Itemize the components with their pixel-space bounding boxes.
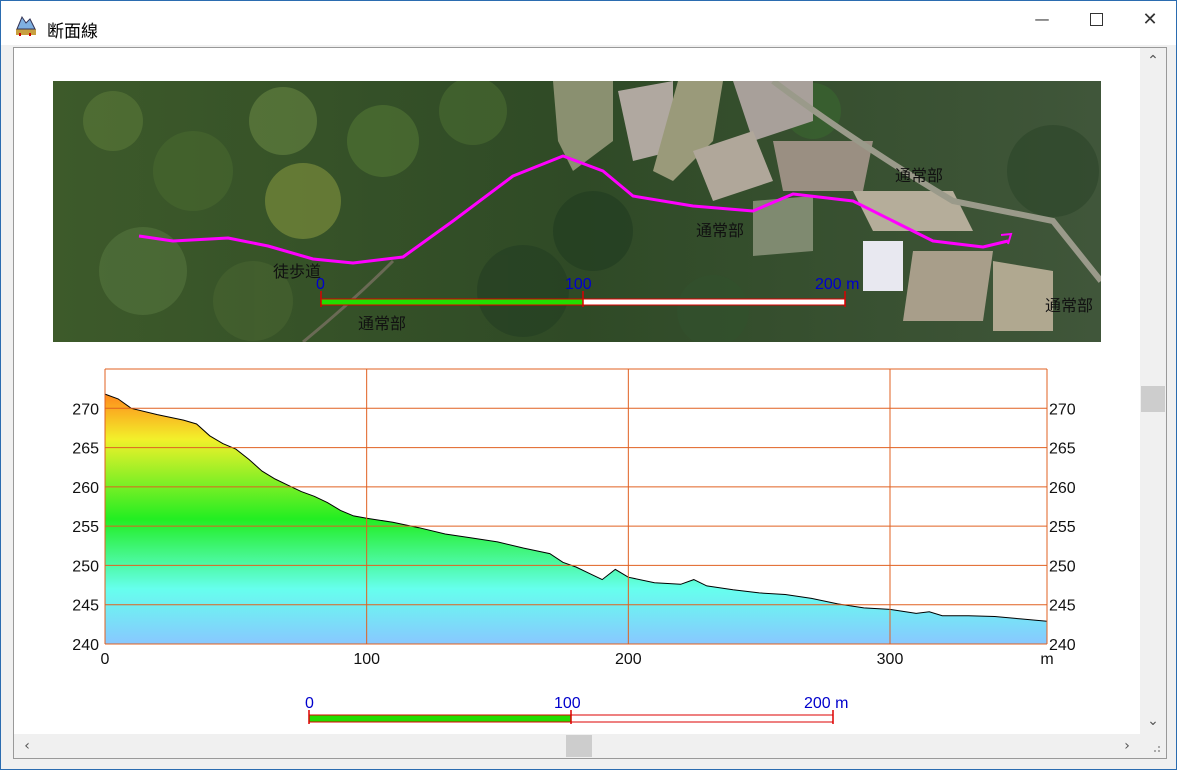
route-line <box>138 154 1009 265</box>
scroll-down-button[interactable]: ⌄ <box>1140 708 1166 734</box>
map-label-road-bottom: 通常部 <box>358 314 406 333</box>
x-tick-label-300: 300 <box>877 651 904 668</box>
close-icon: ✕ <box>1142 8 1158 30</box>
profile-scale-tick-100: 100 <box>554 695 581 712</box>
maximize-button[interactable] <box>1071 1 1121 37</box>
profile-app-icon <box>16 15 36 36</box>
map-scale-tick-0: 0 <box>316 276 325 293</box>
scroll-viewport: 徒歩道 通常部 通常部 通常部 通常部 0 100 200 m <box>14 48 1140 734</box>
elevation-profile-chart: 240 240 245 245 250 250 255 255 260 260 265 265 270 2… <box>72 368 1076 668</box>
y-tick-label-left-255: 255 <box>72 519 99 536</box>
map-scale-bar: 0 100 200 m <box>316 276 859 307</box>
chevron-left-icon: ‹ <box>24 738 30 754</box>
size-grip[interactable] <box>1140 734 1166 758</box>
map-scale-tick-200: 200 m <box>815 276 859 293</box>
y-tick-label-right-260: 260 <box>1049 480 1076 497</box>
y-tick-label-right-265: 265 <box>1049 441 1076 458</box>
scroll-left-button[interactable]: ‹ <box>14 734 40 758</box>
y-tick-label-right-245: 245 <box>1049 598 1076 615</box>
x-tick-label-0: 0 <box>101 651 110 668</box>
elevation-line <box>104 393 1048 622</box>
scroll-right-button[interactable]: › <box>1114 734 1140 758</box>
map-label-road-right: 通常部 <box>1045 296 1093 315</box>
chevron-right-icon: › <box>1124 738 1130 754</box>
profile-scale-tick-200: 200 m <box>804 695 848 712</box>
profile-scale-bar: 0 100 200 m <box>305 695 848 724</box>
vertical-scrollbar[interactable]: ⌃ ⌄ <box>1140 48 1166 734</box>
scroll-up-button[interactable]: ⌃ <box>1140 48 1166 74</box>
y-tick-label-right-255: 255 <box>1049 519 1076 536</box>
title-bar[interactable]: 断面線 — ✕ <box>1 1 1176 45</box>
y-tick-label-right-240: 240 <box>1049 637 1076 654</box>
x-unit-label: m <box>1040 651 1053 668</box>
maximize-icon <box>1089 12 1103 26</box>
y-tick-label-left-240: 240 <box>72 637 99 654</box>
chevron-down-icon: ⌄ <box>1147 713 1159 729</box>
x-tick-label-100: 100 <box>353 651 380 668</box>
minimize-icon: — <box>1034 10 1050 28</box>
route-arrow-icon <box>1000 232 1013 245</box>
horizontal-scrollbar[interactable]: ‹ › <box>14 734 1140 758</box>
y-tick-label-right-270: 270 <box>1049 401 1076 418</box>
y-tick-label-left-270: 270 <box>72 401 99 418</box>
y-tick-label-left-265: 265 <box>72 441 99 458</box>
horizontal-scroll-thumb[interactable] <box>566 735 592 757</box>
profile-scale-tick-0: 0 <box>305 695 314 712</box>
y-tick-label-left-250: 250 <box>72 558 99 575</box>
y-tick-label-left-260: 260 <box>72 480 99 497</box>
elevation-area <box>105 394 1047 644</box>
map-label-trail: 徒歩道 <box>273 262 321 281</box>
close-button[interactable]: ✕ <box>1125 1 1175 37</box>
chevron-up-icon: ⌃ <box>1147 53 1159 69</box>
map-label-road-top: 通常部 <box>895 166 943 185</box>
aerial-map: 徒歩道 通常部 通常部 通常部 通常部 0 100 200 m <box>53 81 1101 342</box>
map-scale-tick-100: 100 <box>565 276 592 293</box>
y-tick-label-left-245: 245 <box>72 598 99 615</box>
minimize-button[interactable]: — <box>1017 1 1067 37</box>
vertical-scroll-thumb[interactable] <box>1141 386 1165 412</box>
x-tick-label-200: 200 <box>615 651 642 668</box>
y-tick-label-right-250: 250 <box>1049 558 1076 575</box>
paddy-fields <box>553 81 1053 331</box>
chart-plot-area: 240 240 245 245 250 250 255 255 260 260 265 265 270 2… <box>72 368 1076 668</box>
map-label-road-middle: 通常部 <box>696 221 744 240</box>
client-area: 徒歩道 通常部 通常部 通常部 通常部 0 100 200 m <box>13 47 1167 759</box>
resize-grip-icon <box>1154 746 1160 752</box>
window-title: 断面線 <box>47 22 98 42</box>
